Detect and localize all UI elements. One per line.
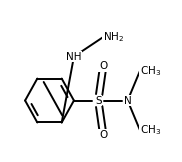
Text: S: S — [95, 96, 102, 105]
Text: NH$_{2}$: NH$_{2}$ — [103, 30, 124, 44]
Text: N: N — [124, 96, 131, 105]
Text: O: O — [99, 130, 107, 140]
Text: CH$_{3}$: CH$_{3}$ — [140, 123, 161, 137]
Text: CH$_{3}$: CH$_{3}$ — [140, 64, 161, 78]
Text: O: O — [99, 61, 107, 71]
Text: NH: NH — [66, 52, 82, 62]
